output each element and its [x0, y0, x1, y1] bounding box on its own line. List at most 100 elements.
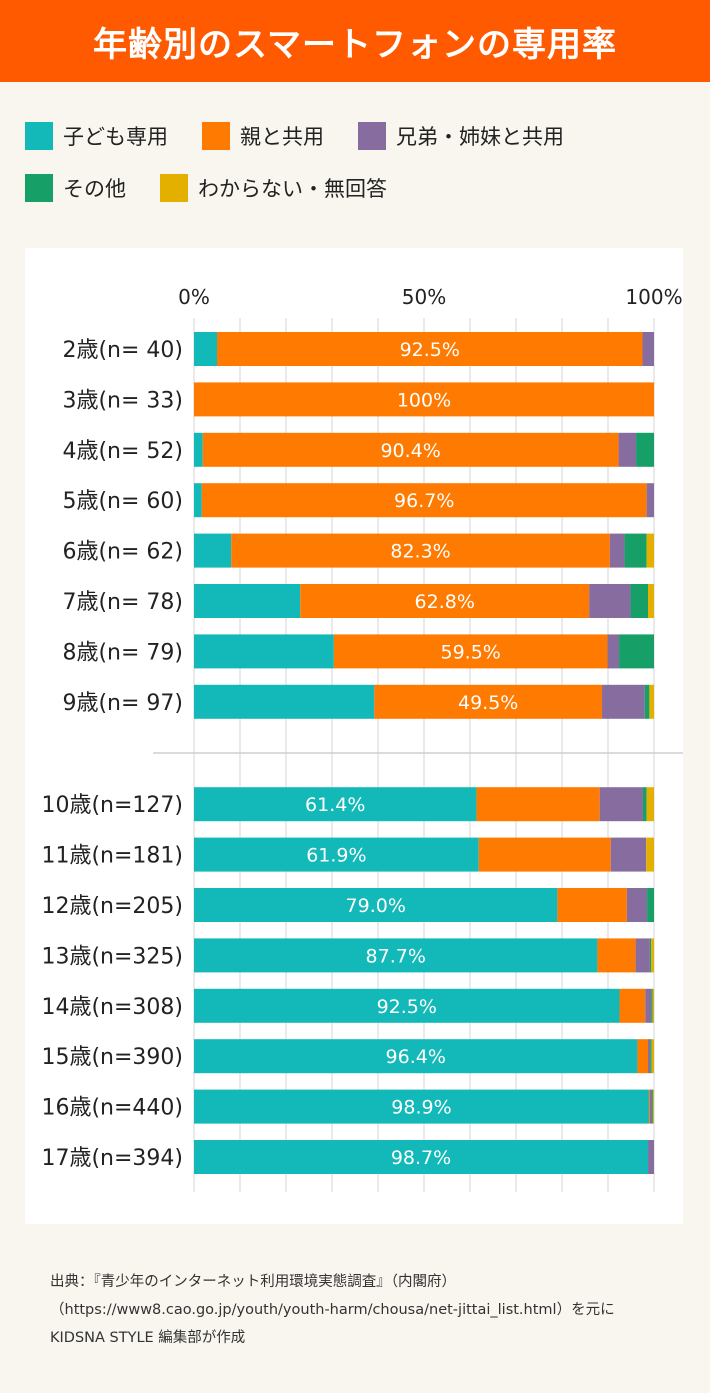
- legend-row: その他 わからない・無回答: [25, 167, 695, 209]
- bar-segment-parent: [478, 837, 611, 872]
- chart-panel: 0% 50% 100% 2歳(n= 40) 3歳(n= 33) 4歳(n= 52) 5歳(n…: [25, 248, 683, 1224]
- legend-item-unknown: わからない・無回答: [160, 173, 387, 203]
- legend-swatch-other: [25, 174, 53, 202]
- category-label: 8歳(n= 79): [62, 640, 183, 665]
- bar-segment-sibling: [607, 634, 620, 669]
- bar-segment-own: [194, 332, 217, 366]
- legend-row: 子ども専用 親と共用 兄弟・姉妹と共用: [25, 115, 695, 157]
- bar-segment-other: [642, 787, 647, 822]
- bar-segment-sibling: [602, 684, 645, 719]
- source-line-2: （https://www8.cao.go.jp/youth/youth-harm…: [50, 1302, 615, 1318]
- bar-segment-other: [630, 584, 649, 618]
- bar-segment-parent: [217, 332, 643, 366]
- bar-segment-other: [624, 533, 647, 568]
- category-label: 17歳(n=394): [41, 1146, 183, 1171]
- data-label: 61.9%: [306, 845, 366, 867]
- bar-segment-sibling: [610, 837, 647, 872]
- data-label: 61.4%: [305, 794, 365, 816]
- legend-label-unknown: わからない・無回答: [198, 177, 387, 201]
- source-line-3: KIDSNA STYLE 編集部が作成: [50, 1330, 246, 1346]
- category-label: 12歳(n=205): [41, 894, 183, 919]
- bar-segment-own: [194, 1140, 649, 1174]
- source-line-1: 出典：『青少年のインターネット利用環境実態調査』（内閣府）: [50, 1274, 456, 1290]
- category-label: 13歳(n=325): [41, 944, 183, 969]
- data-label: 62.8%: [415, 591, 475, 613]
- bar-segment-sibling: [646, 483, 654, 518]
- bar-segment-other: [647, 888, 654, 922]
- legend-label-sibling: 兄弟・姉妹と共用: [396, 125, 564, 149]
- legend-label-parent: 親と共用: [240, 125, 324, 149]
- bar-segment-unknown: [646, 533, 654, 568]
- data-label: 98.9%: [391, 1097, 451, 1119]
- category-label: 6歳(n= 62): [62, 540, 183, 565]
- category-label: 15歳(n=390): [41, 1045, 183, 1070]
- data-label: 96.4%: [386, 1046, 446, 1068]
- bar-segment-unknown: [651, 1039, 654, 1074]
- bar-segment-own: [194, 634, 334, 669]
- bar-segment-own: [194, 483, 202, 518]
- bar-segment-parent: [637, 1039, 649, 1074]
- bar-segment-own: [194, 988, 620, 1023]
- stacked-bar-chart: 0% 50% 100% 2歳(n= 40) 3歳(n= 33) 4歳(n= 52) 5歳(n…: [41, 285, 683, 1192]
- source-note: 出典：『青少年のインターネット利用環境実態調査』（内閣府） （https://w…: [50, 1268, 690, 1352]
- bar-segment-parent: [476, 787, 600, 822]
- bar-segment-own: [194, 888, 558, 922]
- data-label: 92.5%: [377, 996, 437, 1018]
- bar-segment-sibling: [648, 1039, 651, 1074]
- bar-segment-other: [649, 938, 652, 973]
- category-label: 4歳(n= 52): [62, 439, 183, 464]
- bar-segment-parent: [597, 938, 636, 973]
- legend-item-other: その他: [25, 173, 126, 203]
- bar-segment-parent: [619, 988, 646, 1023]
- category-label: 10歳(n=127): [41, 793, 183, 818]
- data-label: 79.0%: [346, 895, 406, 917]
- category-label: 3歳(n= 33): [62, 388, 183, 413]
- bar-segment-other: [636, 432, 654, 467]
- legend-swatch-parent: [202, 122, 230, 150]
- bar-segment-other: [644, 684, 650, 719]
- data-label: 98.7%: [391, 1147, 451, 1169]
- bar-segment-parent: [300, 584, 590, 618]
- bar-segment-own: [194, 432, 203, 467]
- x-tick-label: 100%: [625, 285, 682, 309]
- category-label: 11歳(n=181): [41, 844, 183, 869]
- bar-segment-own: [194, 787, 477, 822]
- legend-label-other: その他: [63, 177, 126, 201]
- bar-segment-own: [194, 684, 375, 719]
- bar-segment-unknown: [646, 837, 654, 872]
- bar-segment-other: [651, 988, 653, 1023]
- bar-segment-sibling: [599, 787, 643, 822]
- page-title: 年齢別のスマートフォンの専用率: [0, 0, 710, 82]
- category-label: 14歳(n=308): [41, 995, 183, 1020]
- data-label: 90.4%: [380, 440, 440, 462]
- bar-segment-parent: [202, 432, 619, 467]
- data-label: 82.3%: [390, 541, 450, 563]
- x-tick-label: 50%: [402, 285, 446, 309]
- legend-swatch-unknown: [160, 174, 188, 202]
- category-label: 2歳(n= 40): [62, 338, 183, 363]
- bar-segment-sibling: [626, 888, 648, 922]
- bar-segment-sibling: [649, 1089, 653, 1124]
- data-label: 100%: [397, 389, 451, 411]
- legend-item-parent: 親と共用: [202, 121, 324, 151]
- bar-segment-sibling: [648, 1140, 654, 1174]
- bar-segment-other: [650, 1039, 652, 1074]
- category-label: 5歳(n= 60): [62, 489, 183, 514]
- bar-segment-other: [652, 1089, 654, 1124]
- bar-segment-unknown: [649, 684, 654, 719]
- bar-segment-sibling: [642, 332, 654, 366]
- bar-segment-unknown: [651, 938, 654, 973]
- bar-segment-sibling: [645, 988, 652, 1023]
- legend-item-sibling: 兄弟・姉妹と共用: [358, 121, 564, 151]
- bar-segment-parent: [194, 382, 654, 417]
- category-label: 9歳(n= 97): [62, 691, 183, 716]
- legend-label-own: 子ども専用: [63, 125, 168, 149]
- bar-segment-parent: [201, 483, 647, 518]
- bar-segment-sibling: [618, 432, 637, 467]
- bar-segment-own: [194, 1089, 649, 1124]
- bar-segment-own: [194, 533, 232, 568]
- data-label: 96.7%: [394, 490, 454, 512]
- bar-segment-own: [194, 1039, 638, 1074]
- category-label: 7歳(n= 78): [62, 590, 183, 615]
- bar-segment-sibling: [589, 584, 631, 618]
